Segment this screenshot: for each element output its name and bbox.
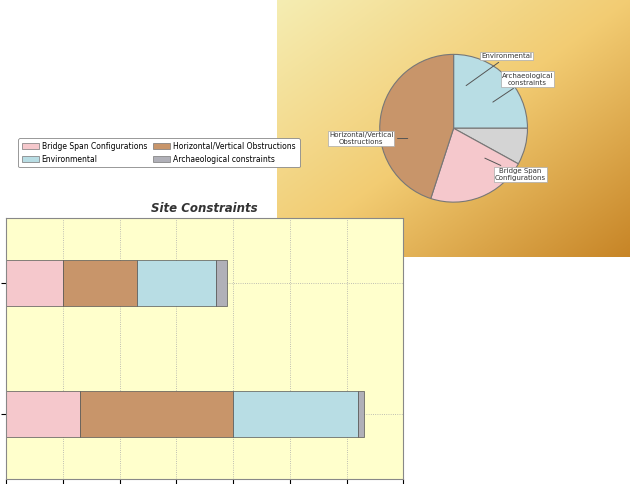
Bar <box>63 260 137 306</box>
Legend: Bridge Span Configurations, Environmental, Horizontal/Vertical Obstructions, Arc: Bridge Span Configurations, Environmenta… <box>18 138 299 167</box>
Bar <box>358 391 364 437</box>
Text: Horizontal/Vertical
Obstructions: Horizontal/Vertical Obstructions <box>329 132 408 145</box>
Bar <box>80 391 233 437</box>
Bar <box>233 391 358 437</box>
Title: Site Constraints: Site Constraints <box>151 202 258 215</box>
Bar <box>216 260 227 306</box>
Wedge shape <box>454 54 527 128</box>
Wedge shape <box>431 128 518 202</box>
Bar <box>6 260 63 306</box>
Text: Environmental: Environmental <box>466 53 532 86</box>
Text: Bridge Span
Configurations: Bridge Span Configurations <box>485 158 546 181</box>
Bar <box>6 391 80 437</box>
Bar <box>137 260 216 306</box>
Text: Archaeological
constraints: Archaeological constraints <box>493 73 553 102</box>
Wedge shape <box>454 128 527 164</box>
Wedge shape <box>380 54 454 198</box>
